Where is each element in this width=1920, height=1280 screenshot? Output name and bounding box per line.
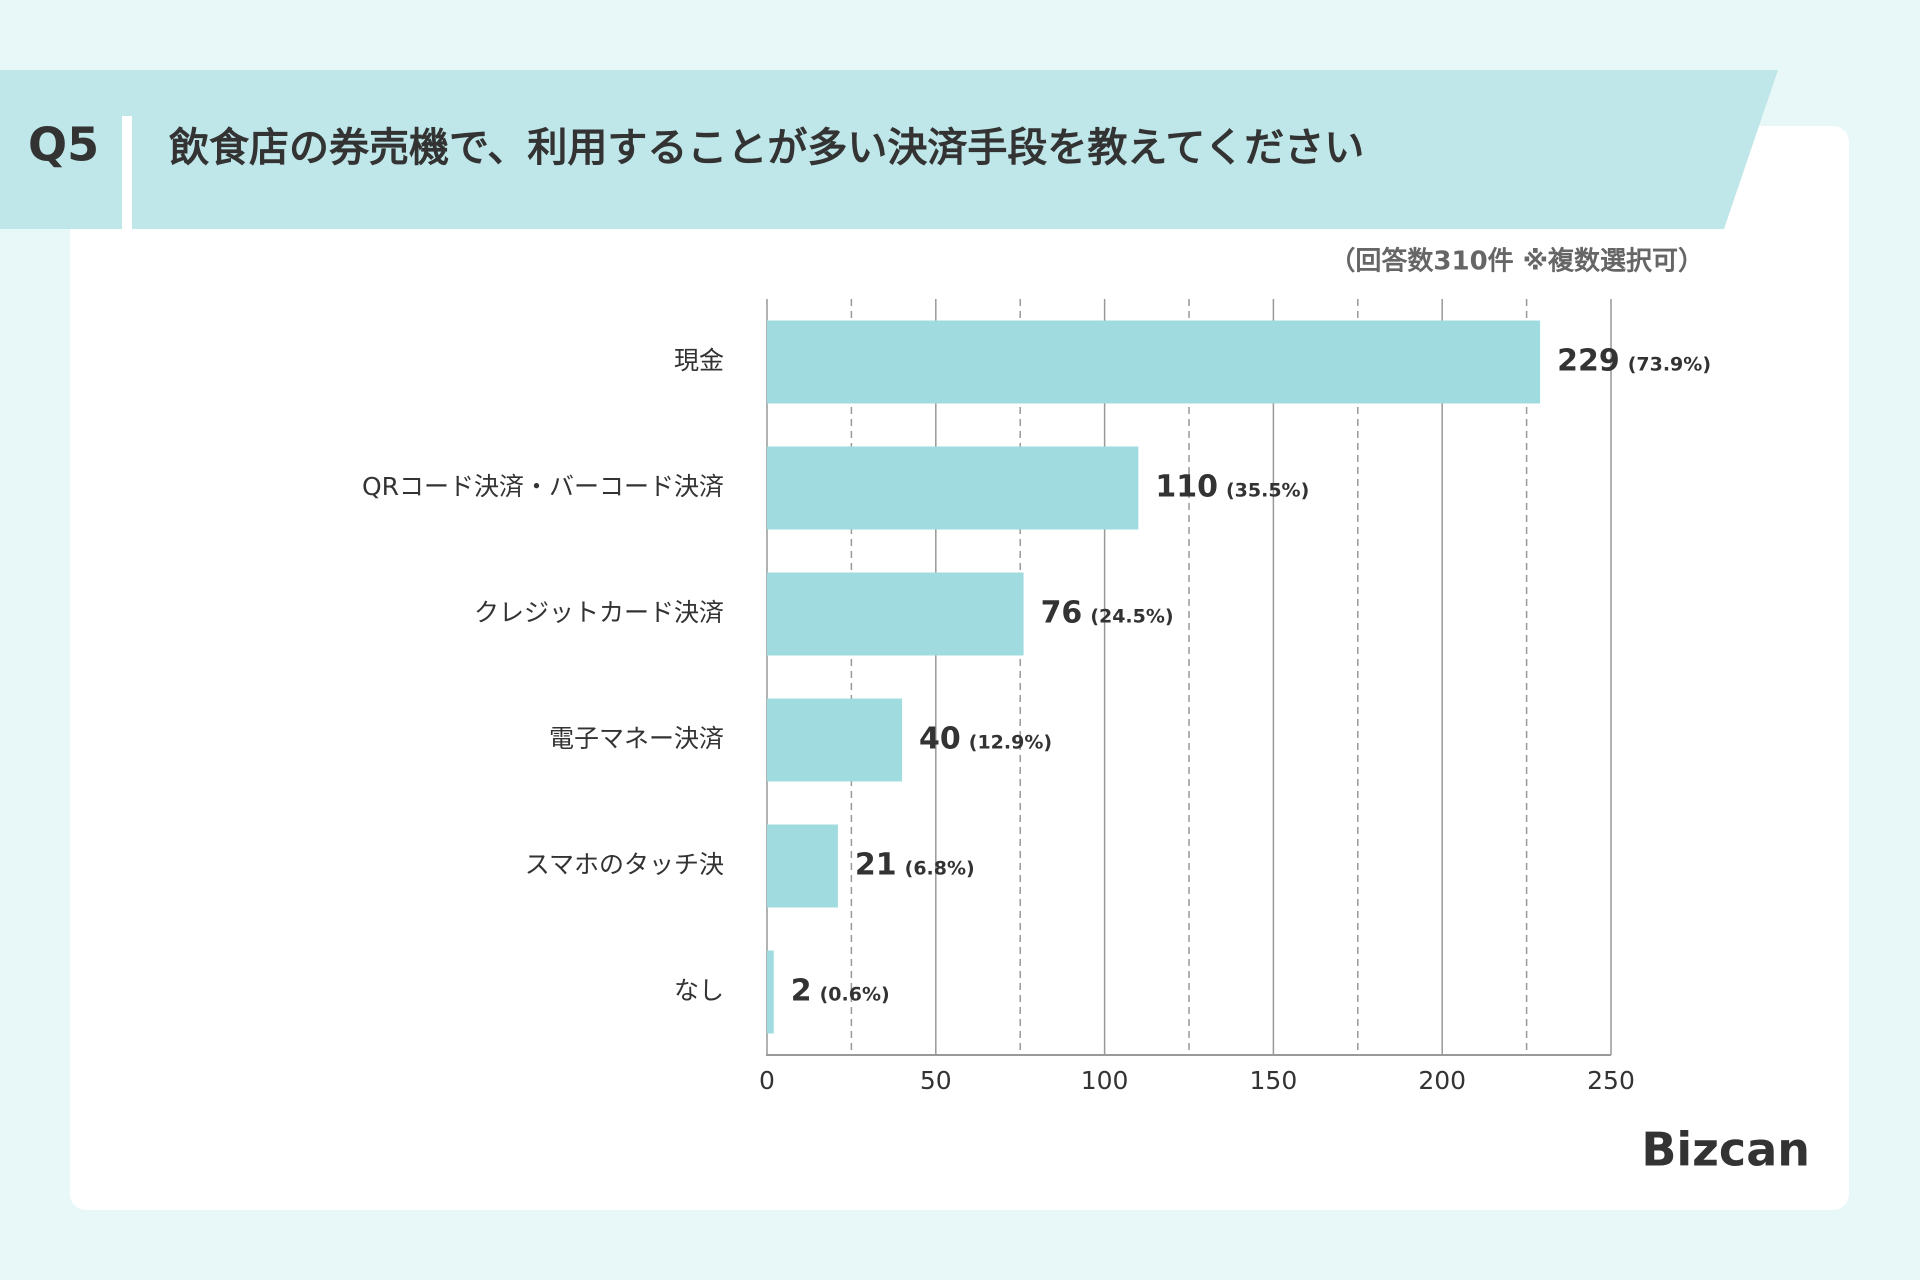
bar [767, 824, 838, 908]
share-label: (73.9%) [1628, 354, 1711, 376]
bar [767, 320, 1541, 404]
value-label: 21 [855, 848, 897, 883]
share-label: (6.8%) [905, 858, 975, 880]
x-tick-label: 250 [1587, 1066, 1635, 1095]
bar [767, 446, 1139, 530]
bar [767, 572, 1024, 656]
value-label: 2 [791, 974, 812, 1009]
chart-subtitle: （回答数310件 ※複数選択可） [1329, 246, 1704, 277]
bar [767, 950, 774, 1034]
share-label: (0.6%) [820, 984, 890, 1006]
y-tick-label: なし [674, 976, 724, 1005]
value-label: 110 [1155, 470, 1218, 505]
share-label: (24.5%) [1090, 606, 1173, 628]
bar [767, 698, 903, 782]
x-tick-label: 50 [920, 1066, 952, 1095]
value-label: 76 [1041, 596, 1083, 631]
y-tick-label: QRコード決済・バーコード決済 [362, 472, 724, 501]
value-label: 229 [1557, 344, 1620, 379]
y-tick-label: 現金 [674, 346, 724, 375]
y-tick-label: クレジットカード決済 [474, 598, 724, 627]
header-divider [122, 116, 132, 229]
logo: Bizcan [1641, 1123, 1810, 1177]
x-tick-label: 100 [1081, 1066, 1129, 1095]
header-band [0, 70, 1778, 229]
x-tick-label: 150 [1250, 1066, 1298, 1095]
question-number: Q5 [28, 118, 99, 172]
x-tick-label: 0 [759, 1066, 775, 1095]
y-tick-label: 電子マネー決済 [549, 724, 724, 753]
value-label: 40 [919, 722, 961, 757]
x-tick-label: 200 [1418, 1066, 1466, 1095]
card [70, 126, 1849, 1210]
chart-title: 飲食店の券売機で、利用することが多い決済手段を教えてください [169, 125, 1364, 171]
share-label: (35.5%) [1226, 480, 1309, 502]
share-label: (12.9%) [969, 732, 1052, 754]
y-tick-label: スマホのタッチ決 [525, 850, 724, 879]
